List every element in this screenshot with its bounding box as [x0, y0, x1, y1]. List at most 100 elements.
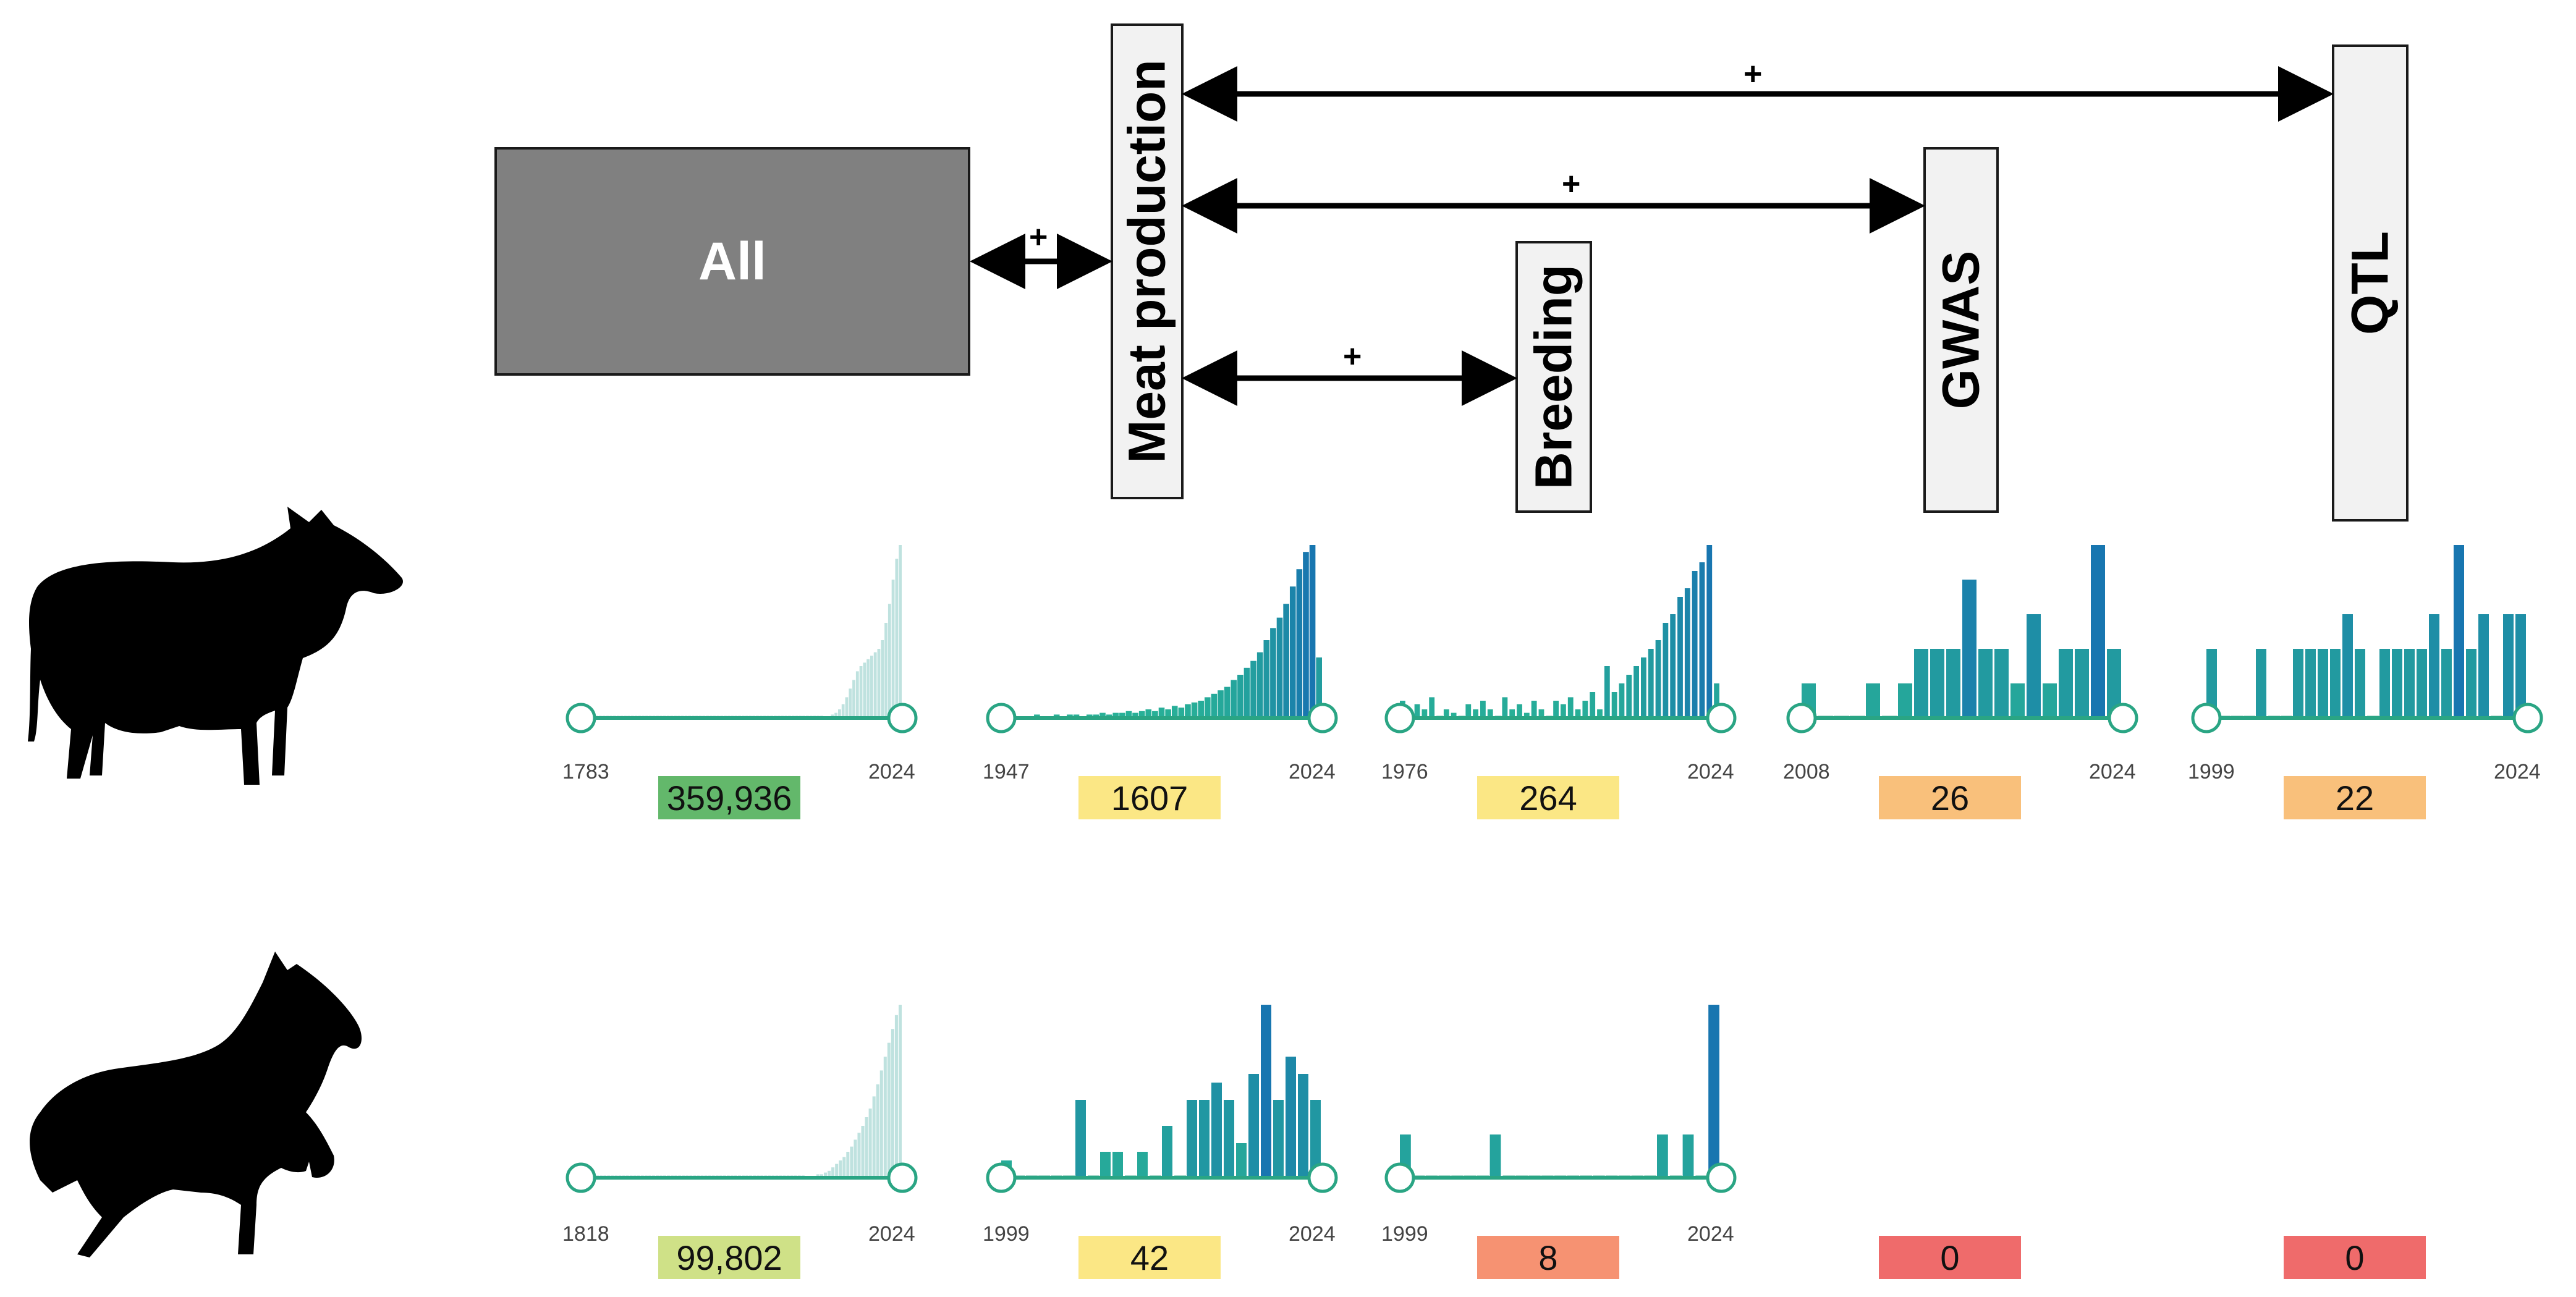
histogram-bar [2515, 614, 2526, 718]
histogram-horse-2 [1384, 1005, 1737, 1193]
histogram-bar [1443, 709, 1449, 718]
histogram-bar [1930, 649, 1944, 718]
histogram-bar [895, 559, 899, 718]
histogram-bar [854, 1139, 857, 1178]
histogram-bar [1684, 588, 1690, 718]
histogram-bar [1699, 562, 1705, 718]
histogram-bar [1199, 1100, 1210, 1178]
range-handle-start[interactable] [566, 1162, 596, 1193]
year-end-label: 2024 [1289, 760, 1336, 784]
histogram-bar [2027, 614, 2041, 718]
histogram-bar [1898, 683, 1912, 718]
node-qtl: QTL [2332, 44, 2409, 522]
histogram-bar [2075, 649, 2089, 718]
histogram-bar [2318, 649, 2328, 718]
range-handle-end[interactable] [887, 1162, 918, 1193]
histogram-bar [1211, 693, 1218, 718]
histogram-bar [1165, 709, 1171, 718]
histogram-bar [873, 652, 877, 718]
histogram-bar [2454, 545, 2464, 718]
range-handle-end[interactable] [1706, 1162, 1737, 1193]
range-handle-start[interactable] [986, 1162, 1017, 1193]
range-handle-end[interactable] [1307, 703, 1338, 733]
histogram-bar [1273, 1100, 1284, 1178]
histogram-bar [1099, 712, 1106, 718]
histogram-bar [1100, 1152, 1111, 1178]
histogram-bar [1162, 1126, 1172, 1178]
histogram-bar [1237, 675, 1244, 718]
histogram-bar [1714, 683, 1719, 718]
range-handle-end[interactable] [887, 703, 918, 733]
histogram-bar [1994, 649, 2009, 718]
histogram-bar [1619, 683, 1625, 718]
histogram-bar [1531, 701, 1537, 718]
histogram-bar [1244, 667, 1250, 718]
range-handle-end[interactable] [2108, 703, 2138, 733]
node-breeding: Breeding [1515, 241, 1592, 513]
histogram-bar [1590, 692, 1596, 718]
histogram-bar [2342, 614, 2353, 718]
histogram-bar [866, 659, 870, 718]
range-handle-start[interactable] [2191, 703, 2222, 733]
histogram-bar [1132, 712, 1138, 718]
range-handle-start[interactable] [1384, 703, 1415, 733]
cattle-silhouette [28, 507, 403, 785]
range-handle-start[interactable] [1786, 703, 1817, 733]
histogram-bar [1597, 709, 1603, 718]
histogram-cattle-0 [566, 545, 918, 733]
range-handle-start[interactable] [1384, 1162, 1415, 1193]
histogram-bar [888, 604, 891, 718]
histogram-bar [824, 1172, 828, 1178]
histogram-bar [1517, 704, 1522, 718]
count-badge-cattle: 1607 [1078, 776, 1221, 819]
histogram-bar [899, 545, 902, 718]
count-badge-horse: 0 [1879, 1236, 2021, 1279]
histogram-bar [1692, 571, 1698, 718]
histogram-bar [1914, 649, 1928, 718]
range-handle-start[interactable] [986, 703, 1017, 733]
histogram-bar [2043, 683, 2057, 718]
histogram-bar [883, 1057, 887, 1178]
count-badge-horse: 0 [2284, 1236, 2426, 1279]
year-start-label: 1818 [562, 1222, 609, 1246]
histogram-bar [859, 666, 863, 718]
histogram-bar [1283, 604, 1289, 718]
histogram-bar [2059, 649, 2073, 718]
histogram-bar [1866, 683, 1880, 718]
histogram-bar [842, 1157, 846, 1178]
histogram-bar [1158, 708, 1165, 718]
histogram-bar [857, 1133, 861, 1178]
histogram-bar [828, 1170, 831, 1178]
histogram-bar [1119, 712, 1125, 718]
range-handle-start[interactable] [566, 703, 596, 733]
histogram-bar [1582, 701, 1588, 718]
histogram-bar [2305, 649, 2316, 718]
histogram-bar [1648, 649, 1654, 718]
histogram-bar [1708, 1005, 1719, 1178]
count-badge-cattle: 22 [2284, 776, 2426, 819]
histogram-bar [1298, 1074, 1308, 1178]
range-handle-end[interactable] [1307, 1162, 1338, 1193]
histogram-bar [2379, 649, 2390, 718]
count-badge-cattle: 359,936 [658, 776, 800, 819]
year-end-label: 2024 [2089, 760, 2136, 784]
histogram-bar [1191, 702, 1198, 718]
histogram-bar [839, 1160, 842, 1178]
range-handle-end[interactable] [2512, 703, 2543, 733]
year-start-label: 1947 [983, 760, 1030, 784]
histogram-bar [2392, 649, 2402, 718]
histogram-bar [1553, 701, 1559, 718]
histogram-bar [865, 1117, 868, 1178]
histogram-bar [1502, 697, 1508, 718]
year-end-label: 2024 [868, 1222, 915, 1246]
range-handle-end[interactable] [1706, 703, 1737, 733]
histogram-bar [1286, 1057, 1296, 1178]
histogram-bar [898, 1005, 902, 1178]
histogram-bar [1276, 617, 1283, 718]
histogram-bar [861, 1126, 865, 1178]
histogram-bar [1248, 1074, 1259, 1178]
histogram-bar [884, 623, 888, 718]
histogram-bar [841, 704, 845, 718]
histogram-bar [1316, 657, 1322, 718]
